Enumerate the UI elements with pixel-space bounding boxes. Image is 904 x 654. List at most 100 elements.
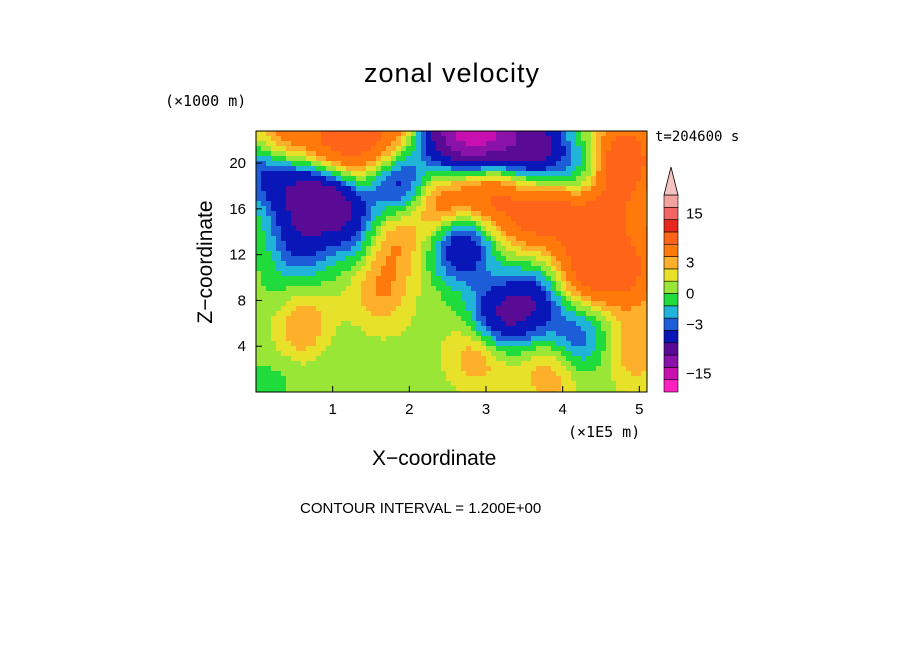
field-cell — [491, 266, 497, 272]
field-cell — [551, 146, 557, 152]
field-cell — [571, 291, 577, 297]
field-cell — [446, 156, 452, 162]
field-cell — [606, 276, 612, 282]
field-cell — [366, 321, 372, 327]
field-cell — [606, 171, 612, 177]
field-cell — [411, 381, 417, 387]
field-cell — [641, 181, 647, 187]
field-cell — [561, 136, 567, 142]
field-cell — [601, 266, 607, 272]
field-cell — [531, 191, 537, 197]
field-cell — [441, 191, 447, 197]
field-cell — [391, 151, 397, 157]
field-cell — [391, 311, 397, 317]
field-cell — [371, 301, 377, 307]
field-cell — [376, 321, 382, 327]
field-cell — [501, 141, 507, 147]
field-cell — [441, 306, 447, 312]
field-cell — [571, 146, 577, 152]
field-cell — [386, 311, 392, 317]
field-cell — [551, 241, 557, 247]
field-cell — [391, 336, 397, 342]
field-cell — [361, 286, 367, 292]
field-cell — [351, 171, 357, 177]
field-cell — [481, 306, 487, 312]
field-cell — [361, 316, 367, 322]
field-cell — [511, 226, 517, 232]
field-cell — [361, 296, 367, 302]
field-cell — [426, 256, 432, 262]
field-cell — [551, 361, 557, 367]
field-cell — [471, 146, 477, 152]
field-cell — [311, 246, 317, 252]
field-cell — [551, 171, 557, 177]
field-cell — [596, 281, 602, 287]
field-cell — [266, 311, 272, 317]
field-cell — [416, 236, 422, 242]
field-cell — [636, 331, 642, 337]
field-cell — [526, 246, 532, 252]
field-cell — [286, 346, 292, 352]
field-cell — [586, 281, 592, 287]
field-cell — [336, 191, 342, 197]
field-cell — [551, 331, 557, 337]
field-cell — [346, 386, 352, 392]
field-cell — [611, 311, 617, 317]
field-cell — [476, 266, 482, 272]
field-cell — [521, 371, 527, 377]
field-cell — [621, 356, 627, 362]
field-cell — [391, 251, 397, 257]
field-cell — [421, 376, 427, 382]
field-cell — [271, 341, 277, 347]
field-cell — [391, 246, 397, 252]
field-cell — [276, 161, 282, 167]
field-cell — [506, 361, 512, 367]
field-cell — [291, 226, 297, 232]
field-cell — [431, 381, 437, 387]
field-cell — [291, 316, 297, 322]
field-cell — [461, 251, 467, 257]
field-cell — [296, 246, 302, 252]
field-cell — [596, 286, 602, 292]
field-cell — [481, 161, 487, 167]
field-cell — [476, 341, 482, 347]
field-cell — [366, 211, 372, 217]
field-cell — [541, 221, 547, 227]
field-cell — [586, 206, 592, 212]
field-cell — [591, 381, 597, 387]
field-cell — [516, 296, 522, 302]
field-cell — [341, 221, 347, 227]
field-cell — [311, 356, 317, 362]
field-cell — [511, 156, 517, 162]
field-cell — [636, 261, 642, 267]
field-cell — [556, 301, 562, 307]
field-cell — [481, 371, 487, 377]
field-cell — [311, 176, 317, 182]
field-cell — [331, 336, 337, 342]
field-cell — [356, 186, 362, 192]
field-cell — [516, 226, 522, 232]
field-cell — [541, 356, 547, 362]
field-cell — [291, 381, 297, 387]
field-cell — [631, 146, 637, 152]
field-cell — [521, 141, 527, 147]
field-cell — [491, 311, 497, 317]
field-cell — [316, 346, 322, 352]
field-cell — [541, 271, 547, 277]
field-cell — [441, 151, 447, 157]
field-cell — [296, 201, 302, 207]
field-cell — [576, 221, 582, 227]
field-cell — [411, 181, 417, 187]
field-cell — [561, 316, 567, 322]
field-cell — [631, 261, 637, 267]
field-cell — [556, 286, 562, 292]
field-cell — [601, 196, 607, 202]
field-cell — [536, 321, 542, 327]
field-cell — [361, 211, 367, 217]
field-cell — [286, 261, 292, 267]
field-cell — [356, 386, 362, 392]
field-cell — [556, 171, 562, 177]
field-cell — [276, 166, 282, 172]
field-cell — [301, 131, 307, 137]
field-cell — [406, 261, 412, 267]
